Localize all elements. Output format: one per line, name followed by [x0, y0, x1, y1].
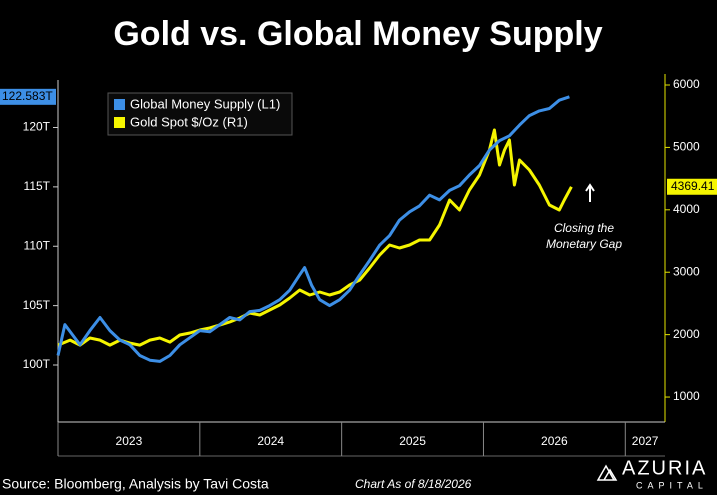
annotation: Monetary Gap [546, 237, 622, 251]
series-line [56, 95, 570, 363]
y2-tick-label: 3000 [673, 264, 700, 278]
x-tick-label: 2025 [399, 434, 426, 448]
annotation: Closing the [554, 221, 614, 235]
y-tick-label: 110T [24, 238, 51, 252]
y2-tick-label: 6000 [673, 77, 700, 91]
y2-tick-label: 5000 [673, 140, 700, 154]
last-value-badge [0, 88, 56, 105]
annotation-arrow [585, 183, 595, 202]
last-value-label: 4369.41 [671, 179, 715, 193]
x-tick-label: 2023 [116, 434, 143, 448]
y-tick-label: 100T [23, 357, 51, 371]
y2-tick-label: 4000 [673, 202, 700, 216]
last-value-label: 122.583T [2, 89, 53, 103]
logo-icon [596, 464, 618, 481]
y-tick-label: 120T [23, 120, 51, 134]
last-value-badge [667, 178, 717, 195]
y-tick-label: 115T [24, 179, 51, 193]
legend-swatch [114, 99, 125, 110]
logo-tagline: CAPITAL [636, 480, 708, 490]
legend-label: Gold Spot $/Oz (R1) [130, 114, 248, 129]
legend-box [107, 92, 293, 136]
series-line [57, 128, 573, 347]
logo-name: AZURIA [622, 457, 707, 479]
source: Source: Bloomberg, Analysis by Tavi Cost… [2, 476, 269, 492]
y-tick-label: 105T [23, 298, 51, 312]
y2-tick-label: 1000 [673, 389, 700, 403]
x-tick-label: 2027 [632, 434, 659, 448]
x-tick-label: 2024 [257, 434, 284, 448]
legend-label: Global Money Supply (L1) [130, 96, 280, 111]
date-note: Chart As of 8/18/2026 [355, 477, 472, 491]
y2-tick-label: 2000 [673, 327, 700, 341]
legend-swatch [114, 117, 125, 128]
x-tick-label: 2026 [541, 434, 568, 448]
chart-title: Gold vs. Global Money Supply [113, 15, 602, 53]
